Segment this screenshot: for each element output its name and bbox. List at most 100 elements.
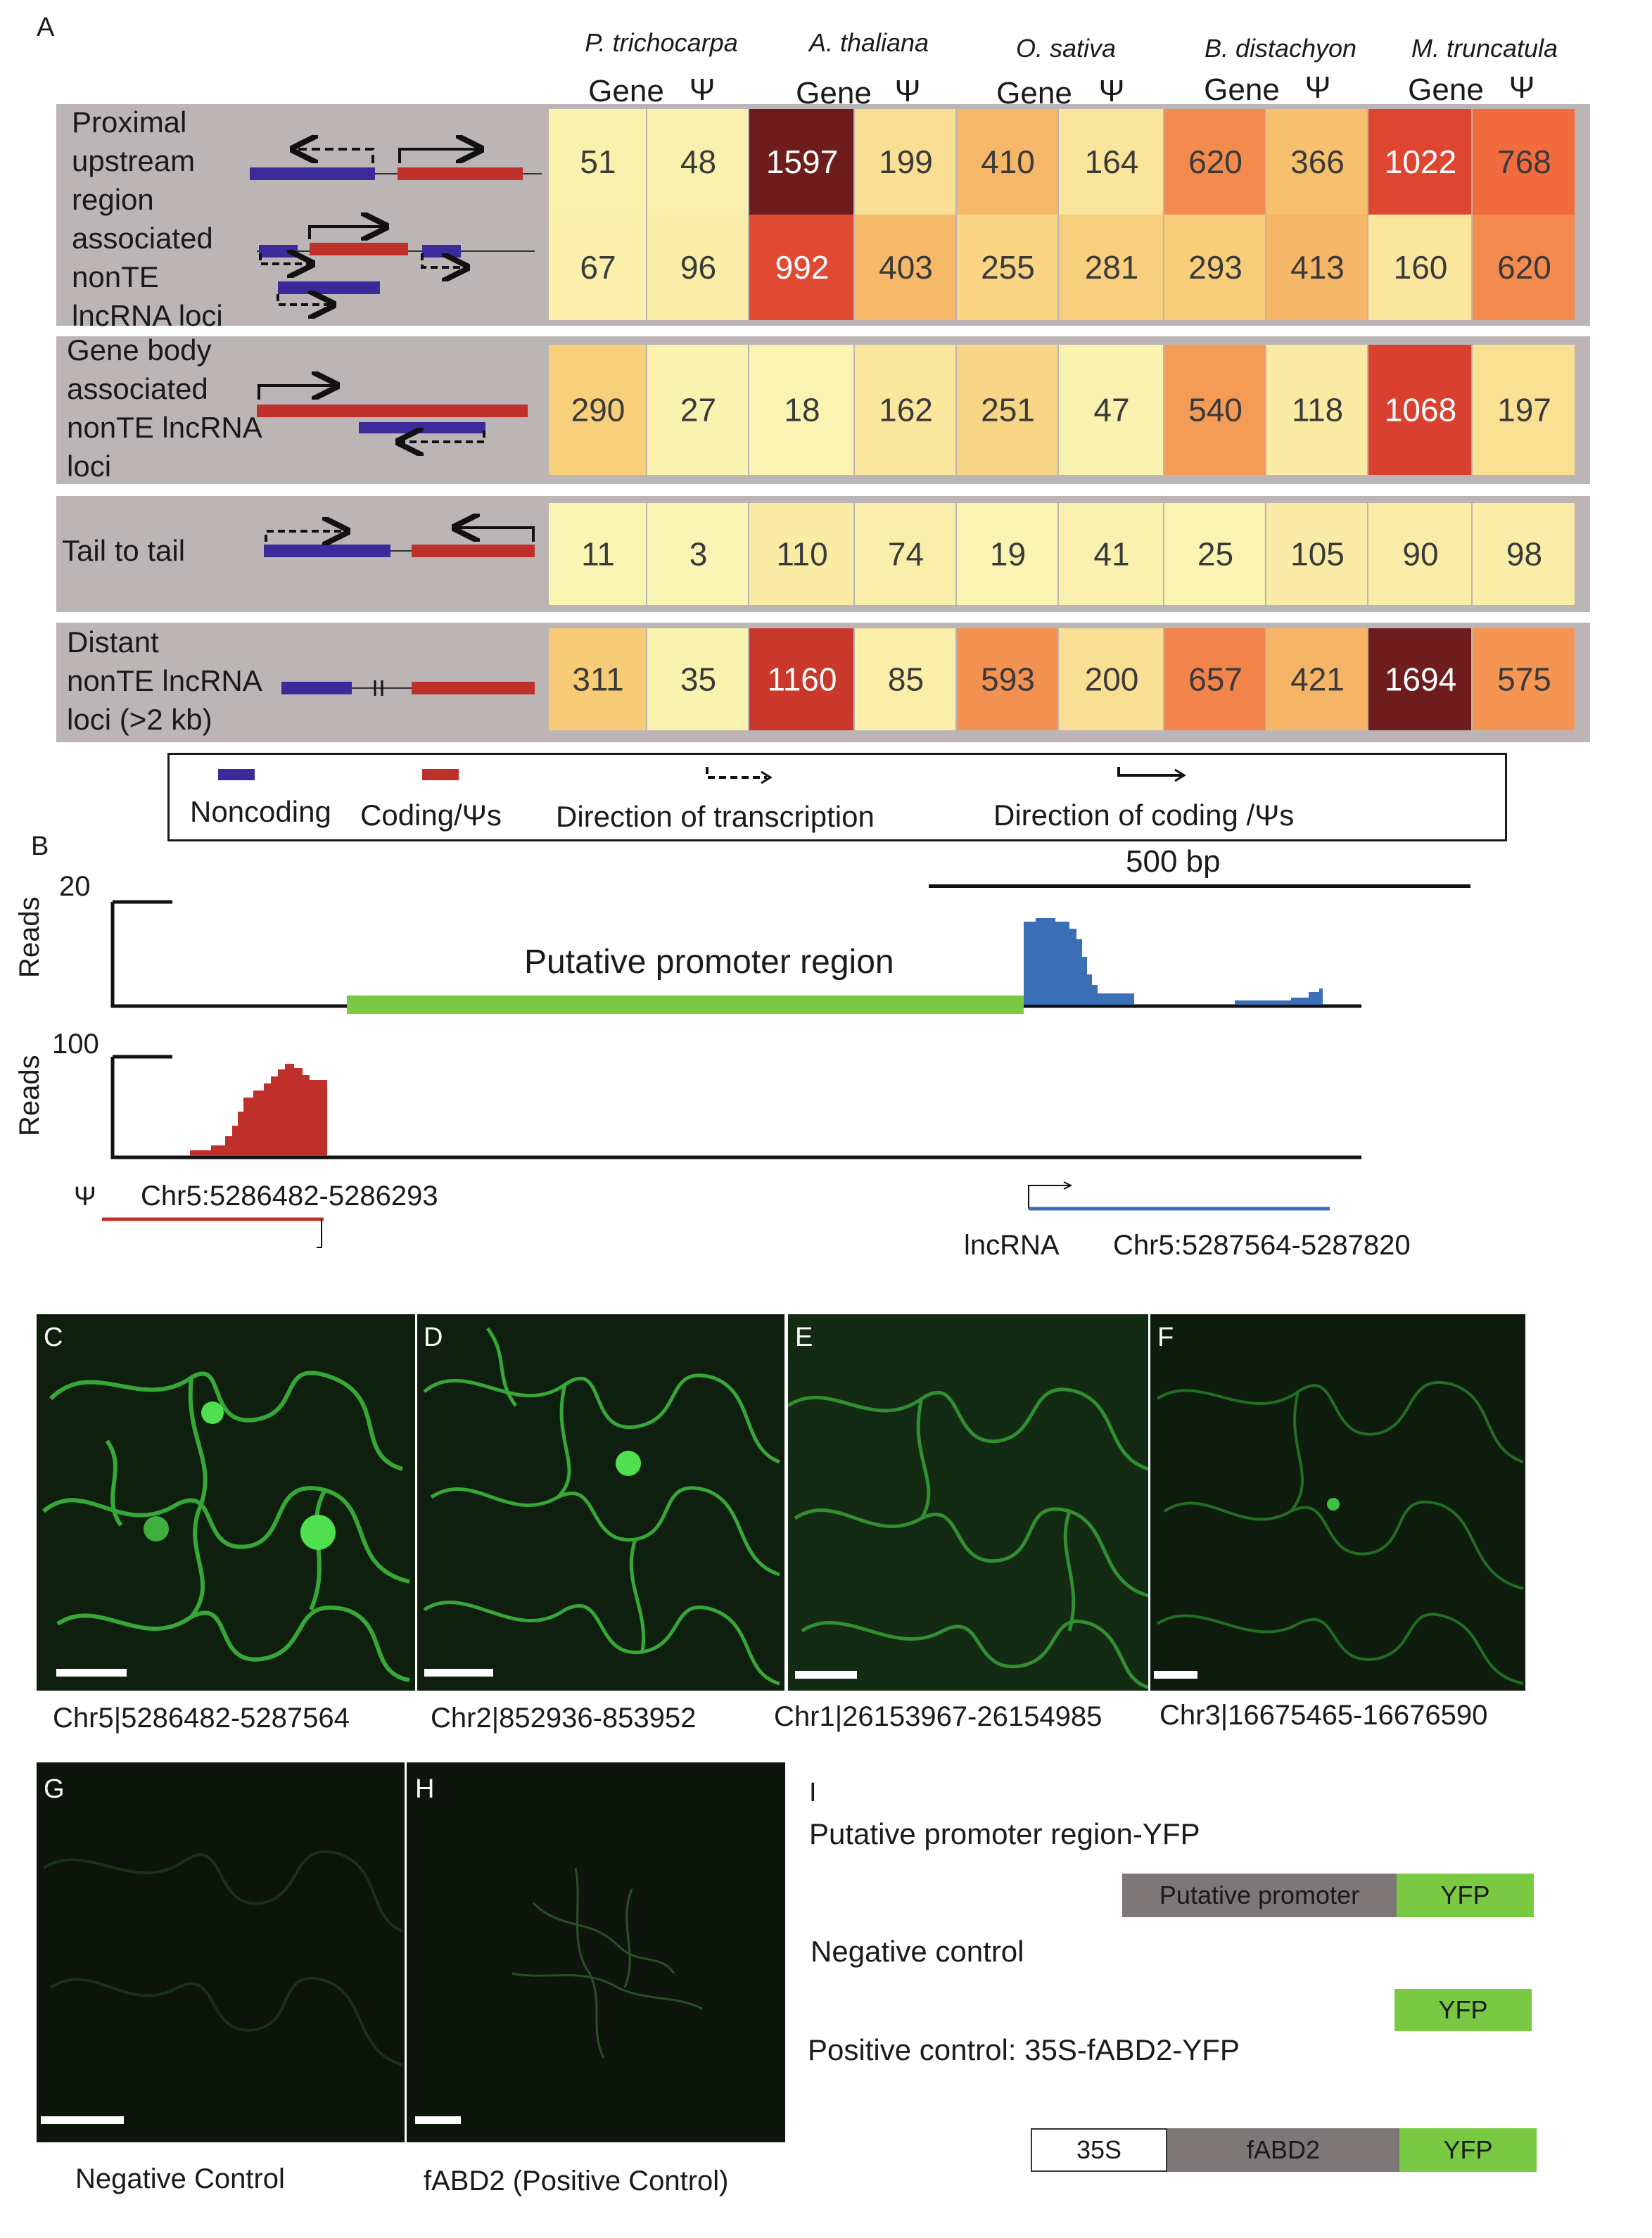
micrograph-g: [37, 1762, 405, 2142]
heatmap-cell: [1368, 215, 1471, 320]
row-label-distant-line: loci (>2 kb): [67, 703, 212, 736]
heatmap-cell: [1059, 628, 1163, 730]
diagram-upstream-2: [257, 227, 535, 305]
heatmap-cell: [957, 109, 1057, 215]
row-label-upstream-line: region: [72, 183, 154, 216]
heatmap-value: 110: [776, 536, 827, 573]
heatmap-cell: [1473, 109, 1575, 215]
micrograph-d-label: D: [424, 1323, 443, 1352]
micrograph-e-label: E: [795, 1323, 813, 1352]
scalebar-h: [415, 2116, 461, 2124]
col-psi-3: Ψ: [1304, 70, 1331, 105]
heatmap-value: 18: [784, 392, 820, 428]
heatmap-value: 421: [1290, 661, 1345, 698]
lnc-tss-arrow: [1028, 1185, 1069, 1209]
heatmap-value: 593: [981, 661, 1035, 698]
heatmap-cell: [749, 109, 853, 215]
col-gene-4: Gene: [1408, 72, 1484, 107]
heatmap-value: 1694: [1385, 661, 1456, 698]
psi-coord: Chr5:5286482-5286293: [141, 1181, 438, 1212]
heatmap-value: 768: [1497, 144, 1551, 180]
col-psi-1: Ψ: [894, 74, 921, 108]
legend-dashed-arrow-icon: [706, 767, 773, 784]
heatmap-value: 290: [571, 392, 625, 428]
heatmap-value: 620: [1188, 144, 1243, 180]
scalebar-d: [424, 1669, 493, 1677]
heatmap-value: 160: [1394, 249, 1448, 286]
row-label-gene-body-line: associated: [67, 372, 208, 405]
heatmap-cell: [1059, 503, 1163, 605]
legend-coding-label: Coding/Ψs: [360, 799, 502, 832]
micrograph-h: [407, 1762, 785, 2142]
diagram-distant: [281, 680, 535, 696]
micrograph-h-label: H: [415, 1774, 435, 1804]
heatmap-value: 35: [680, 661, 716, 698]
heatmap-value: 199: [879, 144, 933, 180]
heatmap-value: 1022: [1385, 144, 1456, 180]
heatmap-value: 311: [572, 661, 623, 698]
heatmap-value: 162: [879, 392, 933, 428]
col-gene-3: Gene: [1204, 72, 1280, 107]
micrograph-g-caption: Negative Control: [75, 2163, 285, 2194]
heatmap-cell: [1164, 109, 1265, 215]
micrograph-c-label: C: [44, 1323, 63, 1352]
row-label-distant-line: Distant: [67, 625, 159, 659]
heatmap-value: 657: [1188, 661, 1243, 698]
heatmap-cell: [1368, 109, 1471, 215]
heatmap-cell: [647, 503, 748, 605]
species-header-1: A. thaliana: [808, 28, 929, 57]
heatmap-cell: [855, 628, 955, 730]
scalebar-f: [1154, 1671, 1197, 1679]
diagram-gene-body: [257, 386, 528, 442]
heatmap-cell: [855, 345, 955, 475]
scale-bar: [929, 884, 1470, 888]
row-label-distant: Distant nonTE lncRNA loci (>2 kb): [67, 623, 262, 739]
heatmap-cell: [549, 503, 646, 605]
heatmap-value: 410: [981, 144, 1035, 180]
heatmap-value: 1160: [768, 661, 837, 698]
row-label-upstream-line: associated: [72, 222, 213, 255]
heatmap-value: 620: [1497, 249, 1551, 286]
legend-noncoding-label: Noncoding: [190, 795, 331, 828]
heatmap-cell: [647, 109, 748, 215]
micrograph-f: [1150, 1314, 1525, 1691]
heatmap-value: 41: [1093, 536, 1129, 573]
row-label-gene-body-line: Gene body: [67, 333, 212, 367]
heatmap-cell: [1059, 345, 1163, 475]
col-psi-2: Ψ: [1098, 74, 1125, 108]
row-label-tail-line: Tail to tail: [62, 534, 186, 567]
heatmap-value: 118: [1292, 392, 1343, 428]
species-header-3: B. distachyon: [1204, 34, 1357, 63]
micrograph-e-caption: Chr1|26153967-26154985: [774, 1701, 1103, 1732]
species-header-4: M. truncatula: [1411, 34, 1558, 63]
heatmap-cell: [855, 503, 955, 605]
promoter-label: Putative promoter region: [524, 943, 894, 981]
heatmap-value: 51: [580, 144, 616, 180]
heatmap-cell: [855, 109, 955, 215]
legend-noncoding-swatch: [218, 769, 255, 780]
heatmap-value: 90: [1402, 536, 1438, 573]
col-psi-4: Ψ: [1508, 70, 1535, 105]
micrograph-f-label: F: [1157, 1323, 1174, 1352]
heatmap-value: 575: [1497, 661, 1551, 698]
construct1-title: Putative promoter region-YFP: [809, 1817, 1200, 1850]
legend-box: [167, 753, 1507, 841]
heatmap-cell: [1266, 215, 1367, 320]
heatmap-cell: [1266, 503, 1367, 605]
heatmap-value: 293: [1188, 249, 1243, 286]
row-label-upstream-line: Proximal: [72, 106, 187, 139]
legend-coding-dir-label: Direction of coding /Ψs: [993, 799, 1295, 832]
row-label-upstream: Proximal upstream region associated nonT…: [72, 103, 223, 335]
lnc-coord: Chr5:5287564-5287820: [1113, 1230, 1411, 1261]
psi-symbol: Ψ: [74, 1182, 96, 1212]
row-label-upstream-line: nonTE: [72, 260, 159, 293]
heatmap: 51 48 1597 199 410 164 620 366 1022 768 67 96 992 403…: [549, 109, 1575, 730]
read-tracks: [102, 900, 1361, 1248]
scale-bar-label: 500 bp: [1126, 844, 1221, 879]
heatmap-cell: [957, 215, 1057, 320]
noncoding-block: [250, 167, 375, 180]
heatmap-value: 1597: [766, 144, 838, 180]
row-label-upstream-line: upstream: [72, 144, 196, 177]
construct3-title: Positive control: 35S-fABD2-YFP: [808, 2033, 1240, 2066]
micrograph-h-caption: fABD2 (Positive Control): [424, 2166, 729, 2196]
